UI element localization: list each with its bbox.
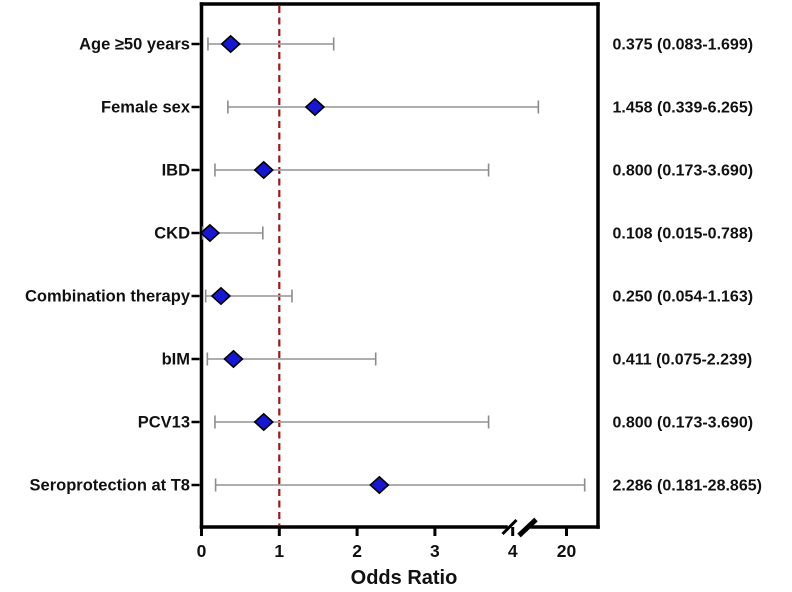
forest-row: bIM 0.411 (0.075-2.239): [162, 349, 753, 369]
x-tick-label: 0: [197, 541, 207, 561]
category-label: PCV13: [138, 414, 190, 432]
or-value-label: 2.286 (0.181-28.865): [613, 478, 762, 495]
category-label: CKD: [154, 225, 190, 243]
or-value-label: 0.375 (0.083-1.699): [613, 37, 754, 54]
category-label: Combination therapy: [25, 288, 191, 306]
category-label: bIM: [162, 351, 190, 369]
x-tick-label: 3: [430, 541, 440, 561]
forest-row: IBD 0.800 (0.173-3.690): [162, 160, 754, 180]
diamond-marker: [253, 160, 274, 180]
diamond-marker: [253, 412, 274, 432]
x-axis-title: Odds Ratio: [351, 567, 458, 589]
diamond-marker: [223, 349, 244, 369]
forest-row: Seroprotection at T8 2.286 (0.181-28.865): [30, 475, 762, 495]
axis-break-slash-1: [501, 518, 518, 536]
category-label: Seroprotection at T8: [30, 477, 190, 495]
x-tick-label: 20: [557, 541, 577, 561]
diamond-marker: [220, 34, 241, 54]
category-label: Female sex: [101, 99, 191, 117]
or-value-label: 0.411 (0.075-2.239): [613, 352, 753, 369]
data-rows: Age ≥50 years 0.375 (0.083-1.699) Female s…: [25, 34, 762, 495]
x-tick-label: 2: [352, 541, 362, 561]
diamond-marker: [304, 97, 326, 117]
x-tick-label: 4: [508, 541, 518, 561]
or-value-label: 0.800 (0.173-3.690): [613, 415, 754, 432]
category-label: IBD: [162, 162, 191, 180]
category-label: Age ≥50 years: [79, 36, 190, 54]
forest-row: Female sex 1.458 (0.339-6.265): [101, 97, 754, 117]
forest-row: Age ≥50 years 0.375 (0.083-1.699): [79, 34, 754, 54]
forest-row: PCV13 0.800 (0.173-3.690): [138, 412, 754, 432]
forest-row: Combination therapy 0.250 (0.054-1.163): [25, 286, 754, 306]
or-value-label: 0.800 (0.173-3.690): [613, 163, 754, 180]
axis-break-slash-2: [517, 517, 538, 538]
diamond-marker: [369, 475, 390, 495]
forest-row: CKD 0.108 (0.015-0.788): [154, 223, 754, 243]
or-value-label: 0.108 (0.015-0.788): [613, 226, 754, 243]
diamond-marker: [199, 223, 221, 243]
diamond-marker: [210, 286, 232, 306]
x-tick-label: 1: [274, 541, 284, 561]
x-axis-ticks: 0 1 2 3 4 20: [197, 527, 577, 561]
plot-frame: [199, 2, 600, 538]
or-value-label: 0.250 (0.054-1.163): [613, 289, 754, 306]
or-value-label: 1.458 (0.339-6.265): [613, 100, 754, 117]
